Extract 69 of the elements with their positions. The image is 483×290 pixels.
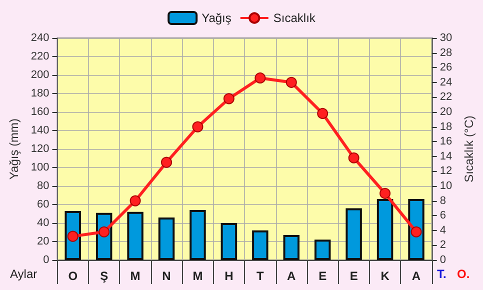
y2-tick-label: 14 [440, 150, 452, 162]
legend-label: Sıcaklık [273, 11, 316, 25]
y-tick-label: 200 [30, 69, 50, 81]
point [192, 121, 204, 132]
y-tick-label: 180 [30, 88, 50, 100]
y2-tick-label: 4 [440, 224, 446, 236]
y-tick-label: 80 [37, 180, 50, 192]
point [348, 152, 360, 164]
text: T. [437, 267, 446, 281]
text: O. [457, 267, 470, 281]
bar [220, 223, 238, 260]
bar [346, 208, 362, 260]
x-tick-label: M [130, 269, 140, 283]
y2-tick-label: 0 [440, 254, 446, 266]
bar [376, 198, 394, 260]
x-tick-label: E [318, 269, 327, 283]
x-tick-label: K [380, 269, 390, 283]
bar [252, 230, 268, 260]
y-tick-label: 40 [37, 217, 50, 229]
x-tick-label: M [192, 269, 203, 283]
x-axis-title: Aylar [10, 267, 38, 281]
x-tick-label: T [256, 269, 264, 283]
y2-tick-label: 10 [440, 180, 452, 192]
point [410, 226, 422, 238]
bar [158, 217, 175, 260]
point [317, 108, 328, 119]
point [67, 230, 78, 242]
x-tick-label: E [350, 269, 358, 283]
y-tick-label: 0 [43, 254, 50, 266]
y2-tick-label: 16 [440, 136, 452, 148]
y2-tick-label: 26 [440, 62, 452, 74]
y-axis-title: Yağış (mm) [7, 118, 21, 180]
y-tick-label: 220 [30, 50, 50, 62]
y2-tick-label: 6 [440, 210, 446, 222]
legend-label: Yağış [202, 11, 232, 25]
y-tick-label: 20 [37, 236, 50, 248]
x-tick-label: O [68, 269, 78, 283]
y2-axis-title: Sıcaklık (°C) [462, 116, 476, 182]
bar [127, 212, 144, 260]
y2-tick-label: 20 [440, 106, 452, 118]
bar [283, 235, 300, 260]
point [98, 226, 110, 238]
y-tick-label: 100 [30, 162, 50, 174]
y-tick-label: 60 [37, 198, 50, 210]
point [254, 72, 266, 84]
y2-tick-label: 30 [440, 32, 452, 44]
x-tick-label: Ş [100, 269, 108, 283]
y-tick-label: 140 [30, 124, 50, 136]
x-tick-label: A [287, 269, 296, 283]
x-tick-label: H [224, 269, 234, 283]
bar [190, 210, 206, 260]
y-tick-label: 160 [30, 106, 50, 118]
y2-tick-label: 2 [440, 239, 446, 252]
point [223, 93, 234, 104]
y2-tick-label: 28 [440, 46, 452, 59]
point [286, 76, 297, 88]
y2-tick-label: 22 [440, 91, 452, 104]
x-tick-label: A [412, 269, 421, 283]
y2-tick-label: 24 [440, 76, 452, 88]
point [161, 156, 172, 168]
y-tick-label: 240 [30, 32, 50, 44]
y2-tick-label: 12 [440, 165, 452, 178]
bar [314, 240, 331, 260]
y2-tick-label: 18 [440, 120, 452, 133]
y2-tick-label: 8 [440, 194, 446, 207]
x-tick-label: N [162, 269, 171, 283]
point [380, 188, 391, 199]
y-tick-label: 120 [30, 143, 50, 155]
point [130, 195, 141, 206]
